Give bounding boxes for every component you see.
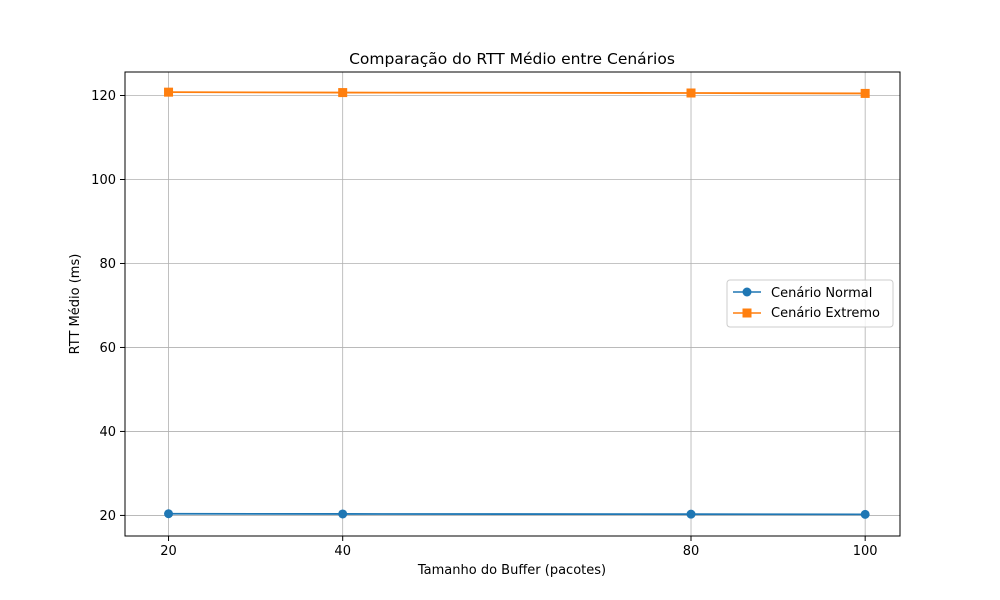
legend-label-normal: Cenário Normal [771, 286, 872, 301]
legend-entry-extremo: Cenário Extremo [733, 306, 880, 321]
legend-marker-circle-icon [742, 287, 752, 297]
data-point-normal [686, 509, 696, 519]
y-tick-label: 40 [99, 425, 116, 440]
data-point-extremo [164, 87, 174, 97]
chart-title: Comparação do RTT Médio entre Cenários [349, 50, 675, 68]
y-tick-label: 120 [91, 89, 116, 104]
series-line-extremo [168, 91, 866, 95]
y-tick-label: 80 [99, 257, 116, 272]
ticks: 20 40 80 100 20 40 60 80 100 120 [91, 89, 877, 559]
x-tick-label: 80 [683, 544, 700, 559]
legend-box [726, 279, 894, 328]
data-point-extremo [860, 88, 870, 98]
y-tick-label: 60 [99, 341, 116, 356]
plot-frame [124, 71, 901, 537]
data-point-normal [860, 509, 870, 519]
data-point-normal [164, 509, 174, 519]
y-tick-label: 20 [99, 509, 116, 524]
legend-marker-square-icon [742, 308, 752, 318]
data-point-extremo [686, 88, 696, 98]
series-line-normal [168, 512, 866, 516]
y-axis-label: RTT Médio (ms) [68, 254, 83, 355]
data-point-normal [338, 509, 348, 519]
x-axis-label: Tamanho do Buffer (pacotes) [417, 563, 606, 578]
legend: Cenário Normal Cenário Extremo [726, 279, 894, 328]
grid [125, 72, 900, 536]
legend-entry-normal: Cenário Normal [733, 286, 872, 301]
x-tick-label: 20 [160, 544, 177, 559]
data-point-extremo [338, 88, 348, 98]
legend-label-extremo: Cenário Extremo [771, 306, 880, 321]
y-tick-label: 100 [91, 173, 116, 188]
series-layer [164, 87, 870, 519]
x-tick-label: 100 [853, 544, 878, 559]
x-tick-label: 40 [334, 544, 351, 559]
